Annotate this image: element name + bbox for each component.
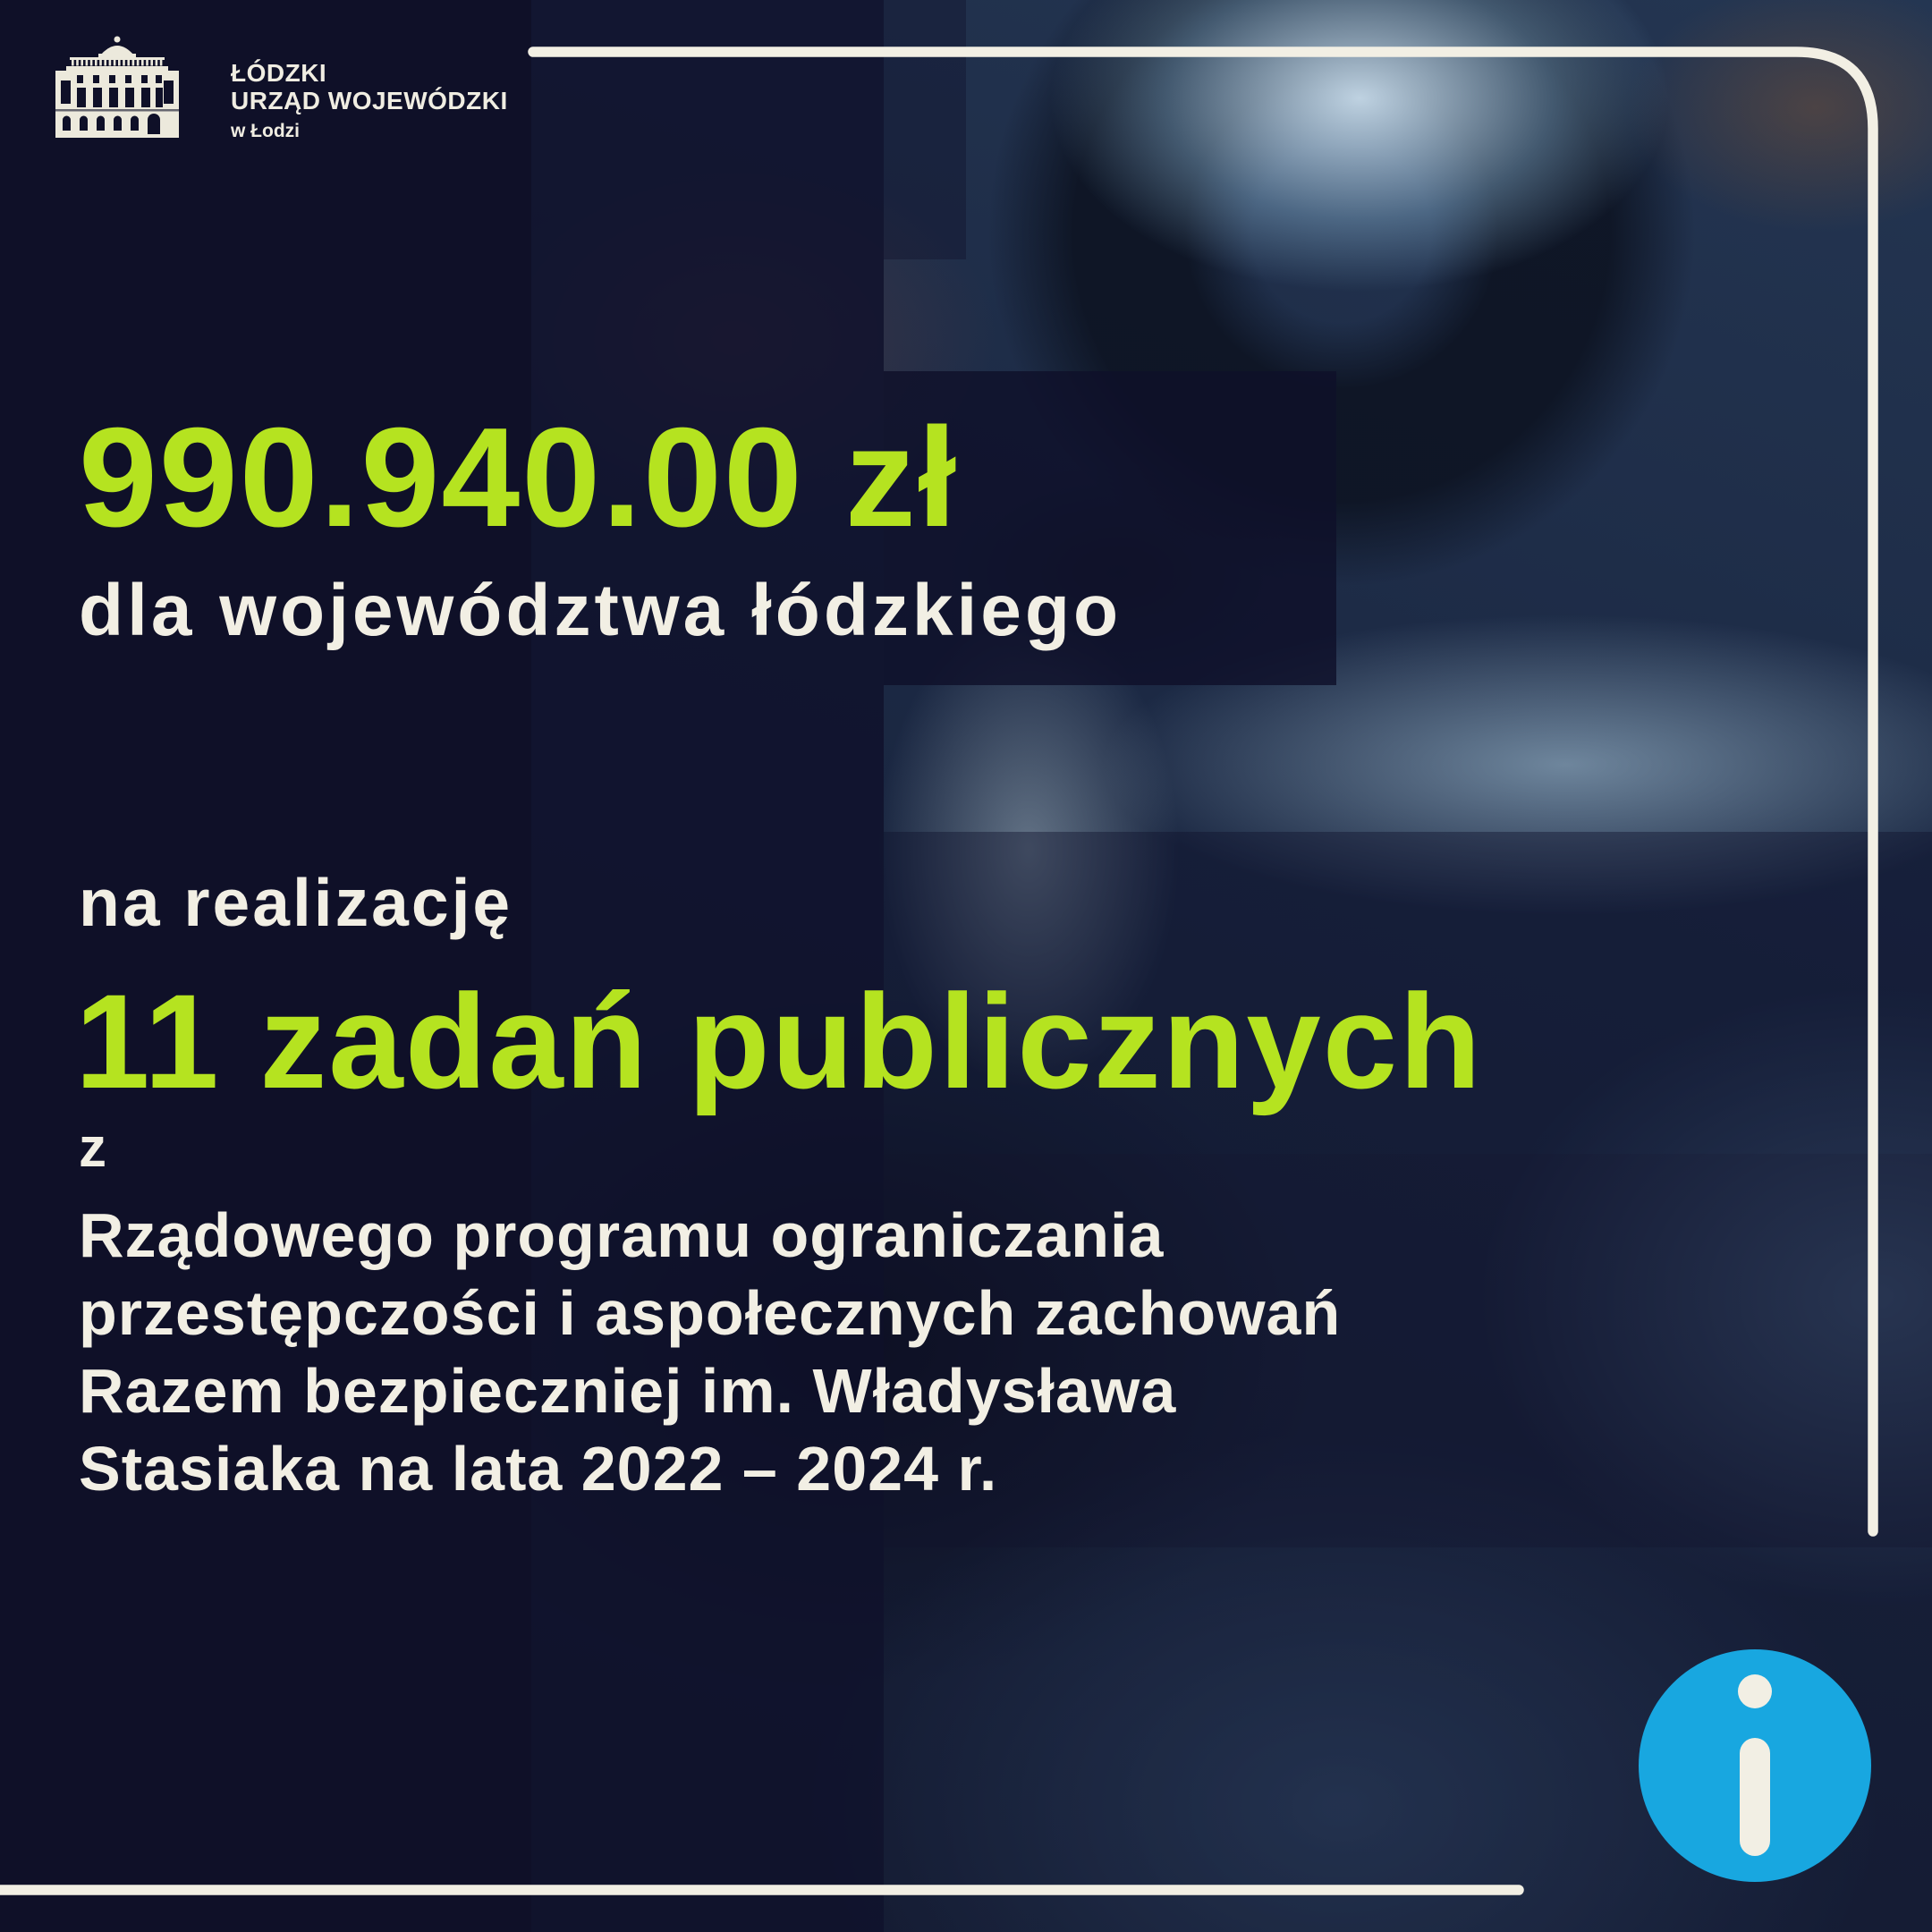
info-icon-dot [1738,1674,1772,1708]
navy-overlay-top [884,0,966,259]
navy-panel-left [0,0,531,1932]
lead-text: na realizację [79,865,513,940]
navy-overlay-lower [884,1154,1932,1547]
connector-text: z [79,1117,106,1179]
navy-overlay-strip [531,0,884,1932]
palace-building-icon [55,36,179,138]
org-name-line1: ŁÓDZKI [231,59,327,87]
navy-overlay-headline [884,371,1336,685]
brand-header: ŁÓDZKI URZĄD WOJEWÓDZKI w Łodzi [50,34,508,142]
beneficiary-text: dla województwa łódzkiego [79,570,1123,651]
program-name-text: Rządowego programu ograniczania przestęp… [79,1200,1342,1504]
info-icon [1639,1649,1871,1882]
grant-amount: 990.940.00 zł [79,399,959,556]
info-icon-stem [1740,1738,1770,1856]
navy-overlay-middle [884,832,1932,1154]
org-name-line2: URZĄD WOJEWÓDZKI [231,87,508,114]
org-location: w Łodzi [231,121,300,141]
tasks-count-text: 11 zadań publicznych [75,966,1483,1116]
